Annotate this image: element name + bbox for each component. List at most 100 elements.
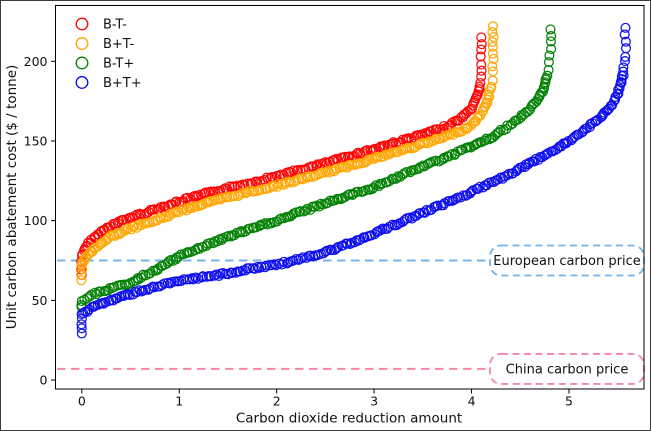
data-point: [375, 225, 386, 236]
data-point: [487, 21, 499, 32]
data-point: [620, 36, 631, 47]
data-point: [284, 176, 295, 187]
data-point: [544, 50, 555, 61]
legend-marker-circle: [75, 56, 89, 70]
data-point: [80, 252, 91, 263]
data-point: [288, 165, 299, 176]
data-point: [279, 179, 290, 190]
data-point: [487, 61, 498, 72]
data-point: [89, 287, 100, 298]
data-point: [476, 59, 487, 70]
data-point: [298, 206, 309, 217]
european-carbon-price-label: European carbon price: [493, 254, 640, 269]
axes: 0 1 2 3 4 5 0 50 100 150 200 Carbon dioxide reduc…: [4, 5, 645, 427]
data-point: [333, 194, 344, 205]
series-B-T+: [76, 24, 557, 313]
data-point: [234, 227, 245, 238]
data-point: [111, 293, 123, 304]
x-tick-label: 4: [468, 394, 476, 409]
data-point: [187, 273, 198, 284]
data-point: [322, 197, 333, 208]
data-point: [261, 172, 272, 183]
data-point: [190, 272, 201, 283]
y-tick-label: 200: [24, 54, 48, 69]
legend: B-T- B+T- B-T+ B+T+: [75, 17, 142, 91]
data-point: [118, 214, 129, 225]
legend-item-label: B+T-: [103, 37, 135, 52]
data-point: [614, 83, 625, 94]
data-point: [488, 53, 499, 64]
legend-marker-circle: [75, 37, 89, 50]
legend-item-b-minus-t-minus: B-T-: [75, 17, 127, 33]
data-point: [295, 206, 306, 217]
data-point: [487, 75, 498, 86]
data-point: [487, 41, 498, 52]
data-point: [471, 91, 482, 102]
data-point: [585, 119, 596, 130]
data-point: [76, 275, 87, 286]
legend-item-label: B-T-: [103, 18, 127, 33]
data-point: [620, 22, 631, 33]
data-point: [100, 235, 111, 246]
series-B+T-: [76, 21, 499, 286]
y-tick-label: 100: [24, 213, 48, 228]
data-point: [620, 43, 632, 54]
data-point: [399, 214, 410, 225]
data-point: [603, 103, 615, 114]
data-point: [476, 71, 487, 82]
plot-border: [55, 5, 645, 390]
data-point: [618, 70, 629, 81]
data-point: [502, 170, 513, 181]
data-point: [157, 279, 168, 291]
data-point: [76, 323, 87, 334]
data-point: [79, 294, 90, 305]
data-point: [503, 168, 515, 179]
data-point: [476, 39, 487, 50]
data-point: [103, 232, 114, 243]
data-point: [610, 91, 621, 102]
data-point: [241, 187, 253, 198]
y-axis-label: Unit carbon abatement cost ($ / tonne): [4, 65, 20, 330]
data-point: [252, 185, 263, 197]
data-point: [401, 166, 412, 178]
data-point: [307, 161, 319, 172]
x-axis-label: Carbon dioxide reduction amount: [236, 411, 462, 427]
data-point: [230, 267, 241, 278]
data-point: [399, 168, 410, 179]
data-point: [285, 177, 296, 188]
series-B-T-: [76, 32, 487, 281]
data-point: [542, 70, 553, 81]
data-point: [326, 244, 337, 256]
data-point: [269, 259, 280, 270]
data-point: [486, 81, 497, 92]
series-B+T+: [76, 22, 632, 339]
data-point: [561, 138, 572, 149]
data-point: [187, 202, 198, 214]
data-point: [452, 192, 463, 203]
data-point: [331, 243, 342, 254]
data-point: [385, 148, 396, 159]
data-point: [267, 180, 278, 191]
data-point: [476, 32, 487, 43]
legend-marker-circle: [75, 76, 89, 89]
data-point: [291, 175, 302, 186]
data-point: [155, 212, 166, 223]
legend-item-label: B+T+: [103, 76, 142, 91]
data-point: [487, 27, 498, 38]
data-point: [320, 157, 331, 168]
legend-item-b-plus-t-minus: B+T-: [75, 37, 135, 52]
data-point: [545, 24, 556, 35]
legend-marker-circle: [75, 17, 89, 31]
x-tick-label: 2: [273, 394, 281, 409]
data-point: [488, 32, 499, 43]
data-point: [95, 286, 106, 297]
data-point: [209, 270, 220, 281]
x-tick-label: 1: [175, 394, 183, 409]
data-point: [98, 298, 109, 309]
data-point: [619, 29, 630, 40]
data-point: [76, 269, 87, 280]
data-point: [487, 36, 498, 48]
data-point: [546, 31, 557, 42]
data-point: [199, 188, 210, 199]
data-point: [423, 136, 434, 147]
